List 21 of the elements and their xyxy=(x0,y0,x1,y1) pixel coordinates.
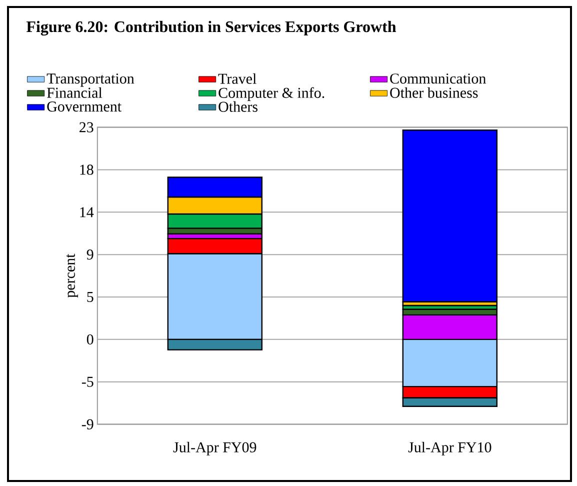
y-tick-label: 0 xyxy=(86,334,94,344)
legend-label: Financial xyxy=(47,87,102,98)
legend-label: Others xyxy=(218,101,258,112)
x-tick-label: Jul-Apr FY09 xyxy=(173,442,256,456)
y-tick-label: 14 xyxy=(80,207,94,218)
y-tick-label: 9 xyxy=(86,250,94,260)
chart-title: Figure 6.20: Contribution in Services Exports Growth xyxy=(26,20,396,36)
y-tick-label: 18 xyxy=(80,164,94,175)
legend-label: Computer & info. xyxy=(218,87,324,101)
y-tick-label: -9 xyxy=(82,419,94,430)
legend-label: Government xyxy=(47,102,122,112)
y-tick-label: 23 xyxy=(80,122,94,132)
x-tick-label: Jul-Apr FY10 xyxy=(408,442,492,456)
bar xyxy=(402,130,498,302)
y-tick-label: 5 xyxy=(87,292,94,302)
legend-label: Other business xyxy=(390,87,478,98)
y-tick-label: -5 xyxy=(82,376,94,387)
legend-label: Transportation xyxy=(46,74,134,87)
legend-label: Communication xyxy=(390,74,486,84)
legend-label: Travel xyxy=(218,73,256,84)
y-axis-title: percent xyxy=(66,254,78,298)
